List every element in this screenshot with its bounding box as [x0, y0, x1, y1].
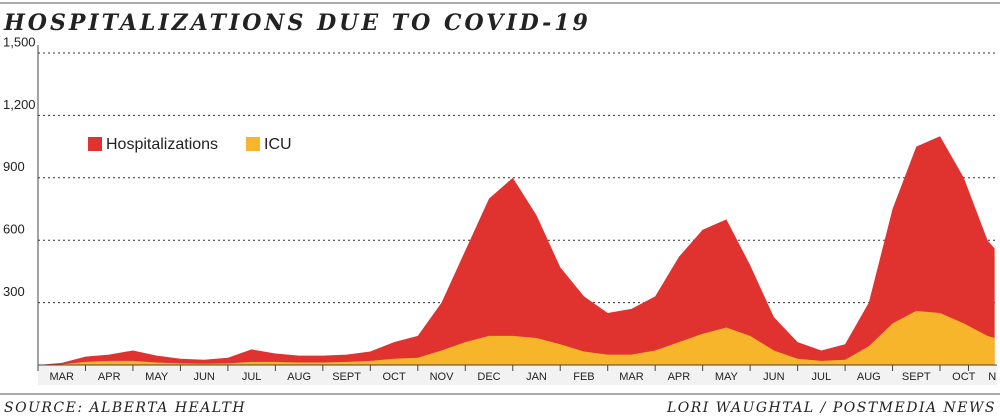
x-tick-label: JAN — [526, 371, 547, 383]
y-tick-label: 1,200 — [3, 97, 36, 112]
x-tick-label: N — [988, 371, 996, 383]
y-tick-label: 600 — [3, 222, 25, 237]
legend-label: Hospitalizations — [106, 136, 218, 153]
x-tick-label: DEC — [477, 371, 500, 383]
x-tick-label: SEPT — [332, 371, 361, 383]
x-tick-label: JUL — [242, 371, 262, 383]
chart-title: HOSPITALIZATIONS DUE TO COVID-19 — [3, 10, 591, 36]
x-tick-label: MAY — [145, 371, 169, 383]
x-tick-label: MAR — [619, 371, 644, 383]
x-tick-label: JUN — [763, 371, 784, 383]
x-tick-label: AUG — [287, 371, 311, 383]
x-tick-label: APR — [668, 371, 691, 383]
legend-swatch — [88, 137, 102, 151]
x-axis-band — [38, 365, 997, 385]
x-tick-label: OCT — [382, 371, 406, 383]
x-tick-label: AUG — [857, 371, 881, 383]
x-tick-label: FEB — [573, 371, 594, 383]
legend-label: ICU — [264, 136, 292, 153]
y-tick-label: 1,500 — [3, 34, 36, 49]
x-tick-label: MAY — [715, 371, 739, 383]
legend-swatch — [246, 137, 260, 151]
x-tick-label: NOV — [430, 371, 455, 383]
x-tick-label: JUN — [193, 371, 214, 383]
y-tick-label: 900 — [3, 159, 25, 174]
x-tick-label: APR — [98, 371, 121, 383]
credit: LORI WAUGHTAL / POSTMEDIA NEWS — [666, 400, 996, 416]
x-tick-label: OCT — [952, 371, 976, 383]
area — [38, 136, 995, 365]
x-tick-label: MAR — [50, 371, 75, 383]
x-tick-label: JUL — [812, 371, 832, 383]
y-tick-label: 300 — [3, 284, 25, 299]
source: SOURCE: ALBERTA HEALTH — [4, 400, 246, 416]
area — [38, 310, 995, 365]
x-tick-label: SEPT — [902, 371, 931, 383]
